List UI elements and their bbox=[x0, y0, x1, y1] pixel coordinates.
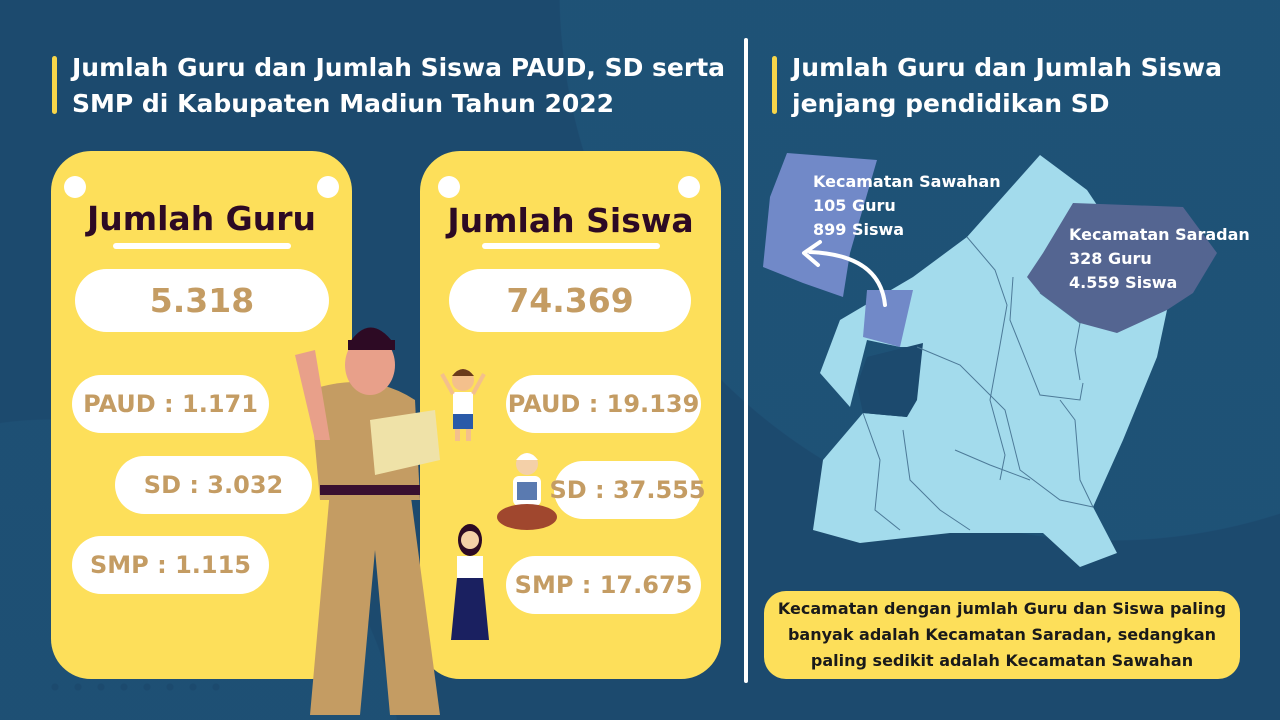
saradan-guru: 328 Guru bbox=[1069, 249, 1152, 268]
dot bbox=[120, 683, 128, 691]
sawahan-guru: 105 Guru bbox=[813, 196, 896, 215]
sawahan-name: Kecamatan Sawahan bbox=[813, 172, 1001, 191]
student-reading-illustration bbox=[497, 453, 557, 530]
guru-total: 5.318 bbox=[75, 269, 329, 332]
map-region-inner-gap bbox=[857, 343, 923, 417]
siswa-paud: PAUD : 19.139 bbox=[506, 375, 701, 433]
sawahan-siswa: 899 Siswa bbox=[813, 220, 905, 239]
title-underline bbox=[482, 243, 660, 249]
map-region-sawahan bbox=[863, 290, 913, 347]
saradan-label: Kecamatan Saradan 328 Guru 4.559 Siswa bbox=[1069, 223, 1250, 295]
map-region-saradan bbox=[1027, 203, 1217, 333]
guru-card-title: Jumlah Guru bbox=[86, 199, 317, 238]
dot bbox=[166, 683, 174, 691]
card-hole bbox=[438, 176, 460, 198]
dot bbox=[189, 683, 197, 691]
saradan-siswa: 4.559 Siswa bbox=[1069, 273, 1178, 292]
guru-paud: PAUD : 1.171 bbox=[72, 375, 269, 433]
siswa-total: 74.369 bbox=[449, 269, 691, 332]
dot bbox=[74, 683, 82, 691]
madiun-map bbox=[763, 153, 1217, 567]
sawahan-label: Kecamatan Sawahan 105 Guru 899 Siswa bbox=[813, 170, 1001, 242]
guru-smp: SMP : 1.115 bbox=[72, 536, 269, 594]
student-boy-illustration bbox=[440, 369, 486, 441]
summary-note: Kecamatan dengan jumlah Guru dan Siswa p… bbox=[764, 591, 1240, 679]
siswa-sd: SD : 37.555 bbox=[549, 461, 706, 519]
title-underline bbox=[113, 243, 291, 249]
guru-sd: SD : 3.032 bbox=[115, 456, 312, 514]
card-hole bbox=[64, 176, 86, 198]
dot bbox=[212, 683, 220, 691]
student-girl-illustration bbox=[451, 524, 489, 640]
arrow-head-icon bbox=[802, 240, 822, 267]
dot bbox=[51, 683, 59, 691]
right-title: Jumlah Guru dan Jumlah Siswa jenjang pen… bbox=[772, 50, 1242, 122]
arrow-icon bbox=[808, 250, 887, 307]
siswa-card-title: Jumlah Siswa bbox=[447, 201, 694, 240]
card-hole bbox=[678, 176, 700, 198]
dot bbox=[97, 683, 105, 691]
card-hole bbox=[317, 176, 339, 198]
saradan-name: Kecamatan Saradan bbox=[1069, 225, 1250, 244]
divider bbox=[744, 38, 748, 683]
guru-card: Jumlah Guru 5.318 PAUD : 1.171 SD : 3.03… bbox=[51, 151, 352, 679]
left-title: Jumlah Guru dan Jumlah Siswa PAUD, SD se… bbox=[52, 50, 732, 122]
teacher-illustration bbox=[295, 327, 440, 715]
dot bbox=[143, 683, 151, 691]
siswa-smp: SMP : 17.675 bbox=[506, 556, 701, 614]
